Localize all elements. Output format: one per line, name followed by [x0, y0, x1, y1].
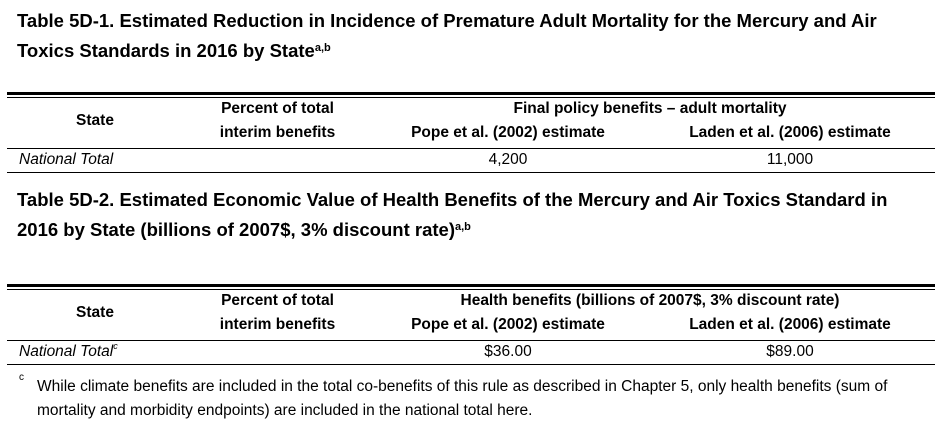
table1-bottom-rule: [7, 172, 935, 173]
table2-row-pope: $36.00: [484, 343, 532, 360]
table2-header-rule: [7, 340, 935, 341]
table2-group-header: Health benefits (billions of 2007$, 3% d…: [460, 292, 840, 309]
footnote-mark: c: [19, 372, 24, 383]
table2-header-laden: Laden et al. (2006) estimate: [689, 316, 891, 333]
table1-title: Table 5D-1. Estimated Reduction in Incid…: [17, 10, 877, 61]
table2-row-label-superscript: c: [113, 341, 118, 351]
table2-bottom-rule: [7, 364, 935, 365]
table2-top-rule: [7, 284, 935, 287]
table1-row-laden: 11,000: [766, 151, 814, 168]
table2-header-pope: Pope et al. (2002) estimate: [411, 316, 605, 333]
table1-header-percent-line2: interim benefits: [219, 124, 336, 141]
table2-top-rule-inner: [7, 289, 935, 290]
table1-top-rule: [7, 92, 935, 95]
table1-header-laden: Laden et al. (2006) estimate: [689, 124, 891, 141]
table1-row-pope: 4,200: [488, 151, 528, 168]
table2-header-percent-line2: interim benefits: [219, 316, 336, 333]
table2-header-percent-line1: Percent of total: [221, 292, 334, 309]
table2-header-state: State: [76, 304, 114, 321]
table1-header-state: State: [76, 112, 114, 129]
table1-header-rule: [7, 148, 935, 149]
table1-header-percent-line1: Percent of total: [221, 100, 334, 117]
table2-title-superscript: a,b: [454, 221, 471, 233]
table2-title: Table 5D-2. Estimated Economic Value of …: [17, 189, 888, 240]
table1-top-rule-inner: [7, 97, 935, 98]
table1-header-pope: Pope et al. (2002) estimate: [411, 124, 605, 141]
table2-row-laden: $89.00: [766, 343, 814, 360]
table1-group-header: Final policy benefits – adult mortality: [513, 100, 787, 117]
table2-row-label: National Totalc: [19, 341, 118, 360]
table1-row-label: National Total: [19, 151, 114, 168]
footnote-text: While climate benefits are included in t…: [37, 378, 888, 419]
table1-title-superscript: a,b: [314, 42, 331, 54]
